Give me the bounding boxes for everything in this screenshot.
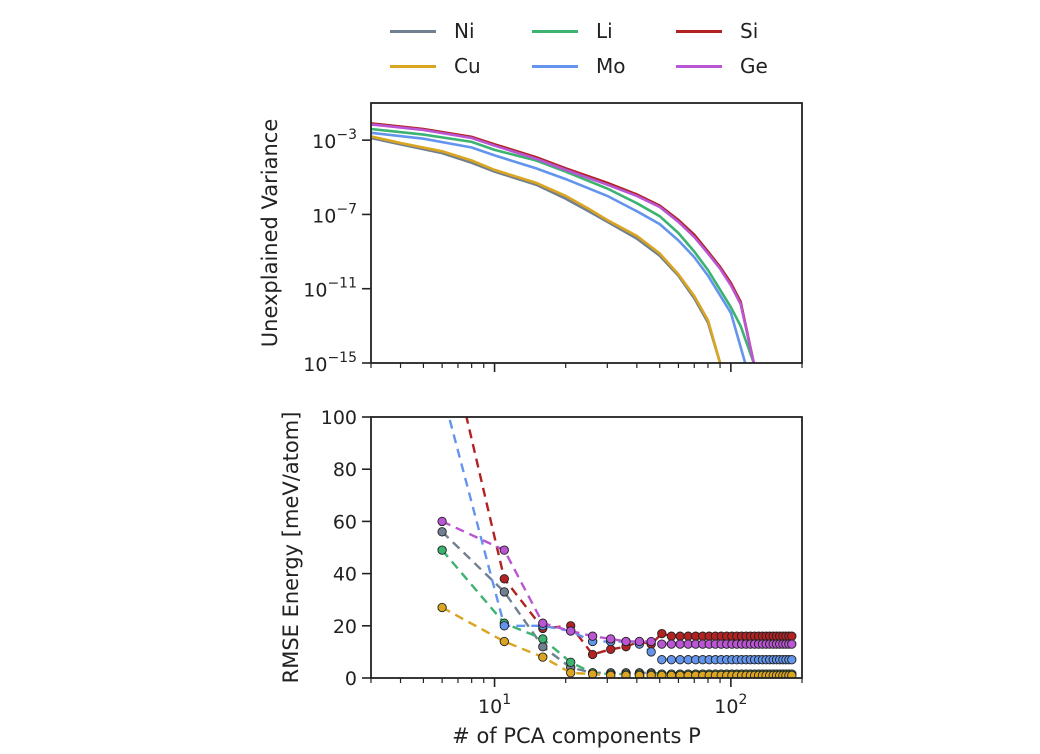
y-tick-label: 10−3 bbox=[312, 127, 357, 153]
data-point-cu bbox=[634, 670, 645, 678]
legend-swatch bbox=[390, 29, 436, 33]
data-point-ge bbox=[587, 631, 598, 641]
series-line-li bbox=[371, 127, 756, 363]
data-point-ge bbox=[606, 634, 616, 644]
data-point-ge bbox=[657, 639, 667, 649]
data-point-ge bbox=[437, 516, 447, 527]
data-point-cu bbox=[787, 670, 797, 678]
data-point-ge bbox=[646, 636, 656, 647]
data-point-mo bbox=[646, 647, 656, 657]
data-point-li bbox=[437, 545, 447, 555]
legend-swatch bbox=[532, 64, 578, 68]
series-line-li bbox=[441, 549, 792, 676]
y-tick-label: 100 bbox=[321, 407, 357, 429]
y-tick-label: 10−15 bbox=[303, 350, 357, 376]
legend-item-ni: Ni bbox=[390, 16, 475, 46]
plot-area bbox=[371, 122, 756, 363]
legend-label: Cu bbox=[454, 54, 481, 78]
legend-item-li: Li bbox=[532, 16, 613, 46]
data-point-cu bbox=[499, 636, 509, 647]
x-tick-label: 101 bbox=[478, 692, 511, 718]
y-axis-label: Unexplained Variance bbox=[258, 119, 282, 347]
data-point-ge bbox=[566, 626, 576, 636]
variance-panel: 10−3 10−7 10−11 10−15 Unexplained Variance bbox=[258, 102, 803, 376]
series-line-mo bbox=[371, 131, 747, 363]
data-point-ge bbox=[666, 639, 677, 649]
data-point-cu bbox=[646, 670, 656, 678]
data-point-si bbox=[606, 644, 616, 654]
data-point-mo bbox=[666, 655, 677, 665]
data-point-cu bbox=[587, 669, 598, 678]
data-point-si bbox=[587, 649, 598, 660]
legend-swatch bbox=[532, 29, 578, 33]
data-point-ni bbox=[499, 587, 509, 597]
data-point-cu bbox=[437, 602, 447, 613]
series-line-ge bbox=[371, 123, 756, 363]
legend-item-mo: Mo bbox=[532, 51, 626, 81]
legend-label: Ge bbox=[740, 54, 768, 78]
series-line-mo bbox=[447, 417, 792, 661]
legend-swatch bbox=[676, 64, 722, 68]
legend-swatch bbox=[676, 29, 722, 33]
legend-item-ge: Ge bbox=[676, 51, 768, 81]
series-line-si bbox=[371, 122, 756, 363]
series-line-ni bbox=[441, 530, 792, 676]
data-point-ni bbox=[538, 642, 548, 652]
y-tick-label: 40 bbox=[333, 564, 357, 586]
data-point-ge bbox=[634, 636, 645, 647]
y-tick-label: 80 bbox=[333, 459, 357, 481]
data-point-si bbox=[657, 628, 667, 639]
data-point-ge bbox=[787, 639, 797, 649]
data-point-si bbox=[499, 574, 509, 584]
series-line-cu bbox=[371, 135, 722, 363]
data-point-cu bbox=[538, 652, 548, 662]
rmse-panel: 101 102 0 20 40 60 80 100 RMSE Energy [meV/atom]… bbox=[279, 308, 803, 748]
axes-frame bbox=[370, 416, 803, 679]
data-point-cu bbox=[657, 670, 667, 678]
legend-label: Li bbox=[596, 19, 613, 43]
data-point-ge bbox=[499, 545, 509, 555]
y-tick-label: 10−11 bbox=[303, 276, 357, 302]
y-tick-label: 0 bbox=[345, 668, 357, 690]
legend-label: Si bbox=[740, 19, 759, 43]
y-axis-label: RMSE Energy [meV/atom] bbox=[279, 412, 303, 684]
data-point-mo bbox=[657, 655, 667, 665]
y-tick-label: 60 bbox=[333, 511, 357, 533]
y-tick-label: 20 bbox=[333, 616, 357, 638]
legend-swatch bbox=[390, 64, 436, 68]
data-point-cu bbox=[606, 670, 616, 678]
legend-item-si: Si bbox=[676, 16, 758, 46]
data-point-ge bbox=[621, 636, 631, 647]
data-point-si bbox=[438, 308, 446, 316]
legend-label: Mo bbox=[596, 54, 626, 78]
legend: Ni Li Si Cu Mo Ge bbox=[390, 16, 790, 86]
data-point-mo bbox=[499, 621, 509, 631]
axes-frame bbox=[370, 102, 803, 364]
data-point-mo bbox=[675, 655, 685, 665]
plot-area bbox=[437, 308, 797, 678]
data-point-cu bbox=[566, 668, 576, 678]
y-tick-label: 10−7 bbox=[312, 201, 357, 227]
data-point-si bbox=[675, 631, 685, 641]
data-point-ge bbox=[675, 639, 685, 649]
data-point-si bbox=[666, 631, 677, 641]
data-point-ni bbox=[437, 527, 447, 537]
data-point-li bbox=[566, 657, 576, 667]
legend-label: Ni bbox=[454, 19, 475, 43]
data-point-ge bbox=[538, 618, 548, 628]
x-axis-label: # of PCA components P bbox=[452, 724, 701, 748]
data-point-cu bbox=[621, 670, 631, 678]
data-point-li bbox=[538, 634, 548, 644]
data-point-mo bbox=[438, 387, 446, 395]
data-point-mo bbox=[787, 655, 797, 665]
x-tick-label: 102 bbox=[714, 692, 747, 718]
legend-item-cu: Cu bbox=[390, 51, 481, 81]
data-point-si bbox=[787, 631, 797, 641]
